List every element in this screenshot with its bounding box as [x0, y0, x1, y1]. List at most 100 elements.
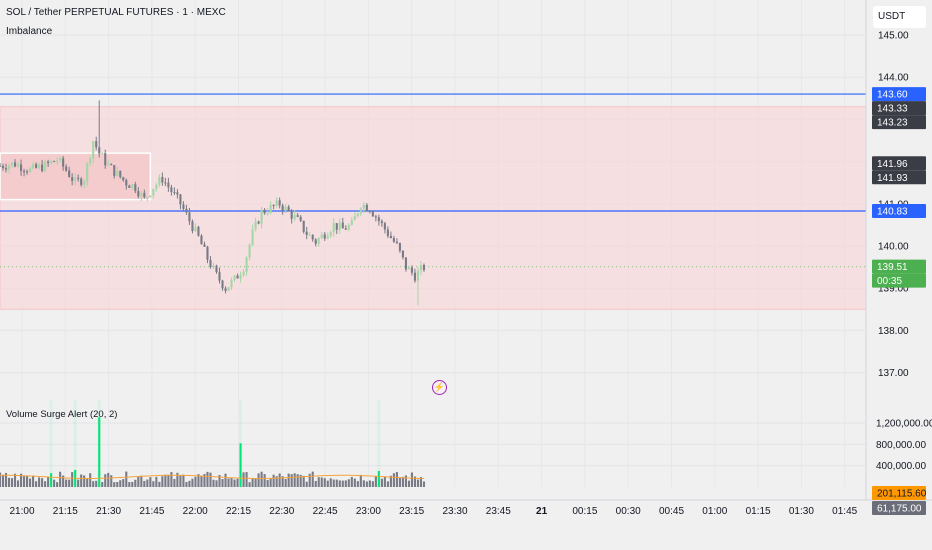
candle-body[interactable]	[353, 215, 356, 221]
volume-bar[interactable]	[176, 472, 179, 487]
volume-bar[interactable]	[65, 479, 68, 487]
price-axis[interactable]: 145.00144.00143.00142.00141.00140.00139.…	[865, 0, 932, 500]
candle-body[interactable]	[35, 164, 38, 168]
volume-bar[interactable]	[203, 473, 206, 487]
candle-body[interactable]	[146, 196, 149, 198]
candle-body[interactable]	[182, 204, 185, 209]
volume-bar[interactable]	[233, 479, 236, 487]
volume-bar[interactable]	[248, 482, 251, 487]
volume-bar[interactable]	[26, 475, 29, 487]
volume-bar[interactable]	[1, 474, 5, 487]
volume-bar[interactable]	[386, 481, 389, 487]
volume-bar[interactable]	[41, 478, 44, 487]
volume-bar[interactable]	[62, 475, 65, 487]
candle-body[interactable]	[203, 244, 206, 247]
candle-body[interactable]	[242, 272, 245, 276]
volume-bar[interactable]	[122, 479, 125, 487]
volume-bar[interactable]	[365, 481, 368, 487]
candle-body[interactable]	[236, 275, 239, 279]
candle-body[interactable]	[374, 216, 377, 218]
volume-bar[interactable]	[173, 478, 176, 487]
volume-bar[interactable]	[293, 473, 296, 487]
surge-volume-bar[interactable]	[98, 417, 101, 487]
volume-bar[interactable]	[10, 478, 14, 487]
candle-body[interactable]	[137, 191, 140, 197]
candle-body[interactable]	[206, 246, 209, 260]
candle-body[interactable]	[149, 195, 152, 197]
candle-body[interactable]	[179, 194, 182, 205]
candle-body[interactable]	[383, 223, 386, 230]
candle-body[interactable]	[128, 185, 131, 188]
candle-body[interactable]	[110, 164, 113, 166]
volume-bar[interactable]	[422, 481, 426, 487]
volume-bar[interactable]	[89, 473, 92, 487]
symbol-title[interactable]: SOL / Tether PERPETUAL FUTURES · 1 · MEX…	[6, 7, 226, 18]
candle-body[interactable]	[419, 264, 423, 271]
volume-bar[interactable]	[416, 479, 420, 487]
volume-bar[interactable]	[380, 478, 383, 487]
volume-bar[interactable]	[215, 480, 218, 487]
candle-body[interactable]	[341, 222, 344, 229]
candle-body[interactable]	[155, 184, 158, 189]
candle-body[interactable]	[248, 244, 251, 258]
candle-body[interactable]	[410, 267, 414, 273]
volume-bar[interactable]	[107, 472, 110, 487]
candle-body[interactable]	[296, 215, 299, 217]
candle-body[interactable]	[167, 182, 170, 188]
candle-body[interactable]	[350, 220, 353, 225]
candle-body[interactable]	[50, 161, 53, 164]
volume-bar[interactable]	[371, 481, 374, 487]
volume-bar[interactable]	[314, 480, 317, 487]
volume-bar[interactable]	[308, 473, 311, 487]
volume-bar[interactable]	[77, 479, 80, 487]
volume-bar[interactable]	[7, 477, 11, 487]
volume-bar[interactable]	[227, 478, 230, 487]
candle-body[interactable]	[131, 184, 134, 188]
candle-body[interactable]	[23, 170, 26, 172]
candle-body[interactable]	[377, 217, 380, 222]
candle-body[interactable]	[74, 177, 77, 181]
volume-bar[interactable]	[95, 480, 98, 487]
candle-body[interactable]	[227, 287, 230, 291]
candles[interactable]	[0, 100, 426, 306]
candle-body[interactable]	[38, 164, 41, 168]
candle-body[interactable]	[71, 177, 74, 181]
volume-bar[interactable]	[13, 473, 17, 487]
candle-body[interactable]	[398, 243, 401, 251]
candle-body[interactable]	[98, 147, 101, 154]
time-axis[interactable]: 21:00 21:15 21:30 21:45 22:00 22:15 22:30 22:45…	[0, 499, 932, 517]
candle-body[interactable]	[422, 264, 426, 270]
candle-body[interactable]	[260, 209, 263, 224]
volume-bar[interactable]	[110, 475, 113, 487]
volume-bar[interactable]	[389, 475, 392, 487]
volume-bar[interactable]	[125, 471, 128, 487]
volume-bar[interactable]	[260, 471, 263, 487]
candle-body[interactable]	[80, 178, 83, 185]
candle-body[interactable]	[407, 267, 410, 270]
candle-body[interactable]	[173, 192, 176, 194]
volume-bar[interactable]	[206, 471, 209, 487]
candle-body[interactable]	[404, 257, 407, 270]
candle-body[interactable]	[221, 280, 224, 289]
volume-bar[interactable]	[128, 482, 131, 487]
candle-body[interactable]	[19, 164, 23, 171]
candle-body[interactable]	[89, 158, 92, 164]
candle-body[interactable]	[143, 192, 146, 198]
candle-body[interactable]	[326, 235, 329, 239]
volume-bar[interactable]	[137, 476, 140, 487]
candle-body[interactable]	[62, 158, 65, 167]
candle-body[interactable]	[323, 234, 326, 239]
volume-bar[interactable]	[395, 472, 398, 487]
candle-body[interactable]	[212, 265, 215, 268]
candle-body[interactable]	[10, 162, 14, 166]
volume-bar[interactable]	[68, 479, 71, 487]
volume-bar[interactable]	[221, 479, 224, 487]
volume-bar[interactable]	[134, 479, 137, 487]
candle-body[interactable]	[170, 187, 173, 193]
volume-bar[interactable]	[254, 478, 257, 487]
volume-bar[interactable]	[131, 481, 134, 487]
candle-body[interactable]	[125, 180, 128, 186]
volume-bar[interactable]	[362, 480, 365, 487]
candle-body[interactable]	[344, 228, 347, 230]
candle-body[interactable]	[41, 164, 44, 172]
